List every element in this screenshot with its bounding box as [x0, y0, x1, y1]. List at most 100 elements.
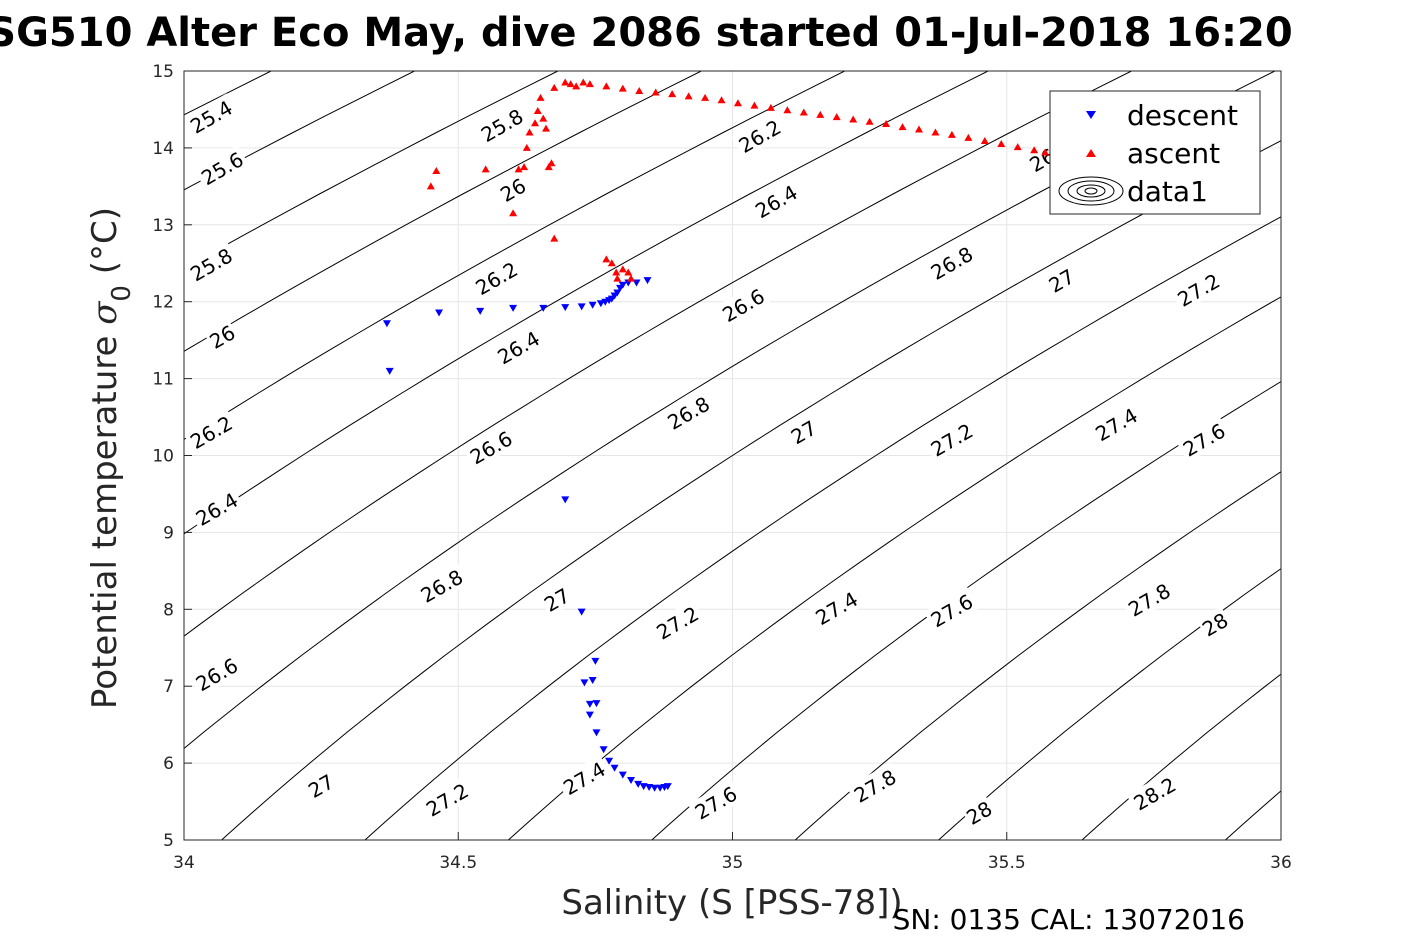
x-axis-ticks: 34 34.5 35 35.5 36 [173, 832, 1292, 873]
contour-label-bg [1170, 266, 1226, 313]
isopycnal-line [1081, 673, 1281, 840]
legend-box [1049, 90, 1261, 215]
ascent-point [550, 234, 559, 242]
ascent-point [766, 103, 775, 111]
isopycnal-line [937, 568, 1281, 840]
isopycnal-line [220, 140, 1281, 840]
isopycnal-line [184, 71, 703, 352]
ascent-point [651, 88, 660, 96]
ascent-point [572, 82, 581, 90]
contour-label-bg [556, 754, 612, 801]
descent-point [613, 289, 622, 297]
descent-point [618, 771, 627, 779]
ascent-point [980, 136, 989, 144]
descent-point [599, 746, 608, 754]
ascent-point [514, 165, 523, 173]
ascent-point [849, 115, 858, 123]
ascent-point [612, 268, 621, 276]
descent-point [610, 764, 619, 772]
ascent-point [624, 268, 633, 276]
ascent-point [1013, 143, 1022, 151]
ascent-point [898, 123, 907, 131]
ascent-point [547, 159, 556, 167]
contour-label-bg [1088, 400, 1144, 447]
y-axis-label-sigma: σ [85, 301, 125, 325]
y-tick-label: 14 [152, 139, 174, 159]
isopycnal-line [184, 71, 416, 191]
ascent-point [618, 265, 627, 273]
ascent-point [544, 163, 553, 171]
contour-label-bg [715, 281, 771, 328]
contour-label-bg [649, 599, 705, 646]
descent-point [385, 367, 394, 375]
contour-label-bg [494, 171, 531, 207]
ascent-point [579, 78, 588, 86]
descent-point [577, 303, 586, 311]
chart-title: SG510 Alter Eco May, dive 2086 started 0… [0, 10, 1293, 56]
isopycnal-line [184, 71, 1133, 637]
y-tick-label: 10 [152, 447, 174, 467]
descent-point [605, 757, 614, 765]
legend-data1-label: data1 [1127, 175, 1208, 208]
contour-label-bg [1121, 576, 1177, 623]
contour-label-bg [960, 794, 997, 830]
ascent-point [832, 113, 841, 121]
ascent-point [701, 93, 710, 101]
ascent-point [1041, 148, 1050, 156]
contour-label-bg [923, 416, 980, 463]
ascent-point [531, 119, 540, 127]
ascent-point [1030, 146, 1039, 154]
contour-label-bg [660, 389, 716, 436]
y-tick-label: 6 [163, 754, 174, 774]
descent-point [476, 307, 485, 315]
serial-calibration-footer: SN: 0135 CAL: 13072016 [893, 903, 1245, 936]
y-tick-label: 7 [163, 677, 174, 697]
ascent-point [733, 99, 742, 107]
descent-point [435, 309, 444, 317]
y-axis-label-unit: (°C) [85, 207, 125, 285]
ascent-point [585, 80, 594, 88]
contour-label-bg [1126, 770, 1182, 816]
legend-descent-label: descent [1127, 99, 1238, 132]
descent-point [592, 729, 601, 737]
ascent-point [509, 209, 518, 217]
descent-point [577, 608, 586, 616]
contour-label-bg [923, 239, 980, 286]
descent-point [585, 700, 594, 708]
x-tick-label: 34 [173, 853, 195, 873]
y-axis-label-main: Potential temperature [85, 325, 125, 709]
x-tick-label: 36 [1270, 853, 1292, 873]
contour-label-bg [183, 241, 239, 287]
descent-point [618, 281, 627, 289]
descent-point [509, 304, 518, 312]
contour-label-bg [1196, 606, 1233, 642]
ascent-point [536, 93, 545, 101]
ascent-point [635, 86, 644, 94]
contour-label-bg [731, 112, 788, 159]
contour-label-bg [923, 587, 980, 633]
x-axis-label: Salinity (S [PSS-78]) [561, 883, 902, 923]
isopycnal-line [364, 216, 1281, 840]
descent-point [643, 277, 652, 285]
y-tick-label: 13 [152, 216, 174, 236]
descent-point [627, 777, 636, 785]
ascent-point [750, 101, 759, 109]
isopycnal-line [184, 71, 560, 269]
contour-label-bg [1176, 416, 1232, 463]
ascent-point [865, 117, 874, 125]
ascent-point [914, 125, 923, 133]
contour-label-bg [473, 101, 530, 148]
contour-label-bg [302, 767, 339, 803]
ascent-point [882, 120, 891, 128]
isopycnal-line [184, 71, 846, 441]
contour-label-bg [188, 650, 245, 697]
density-contours [184, 71, 1281, 840]
ascent-point [613, 274, 622, 282]
descent-point [585, 711, 594, 719]
ascent-point [618, 84, 627, 92]
ascent-point [668, 90, 677, 98]
ascent-point [627, 274, 636, 282]
ascent-point [607, 259, 616, 267]
descent-point [561, 304, 570, 312]
ascent-point [426, 182, 435, 190]
